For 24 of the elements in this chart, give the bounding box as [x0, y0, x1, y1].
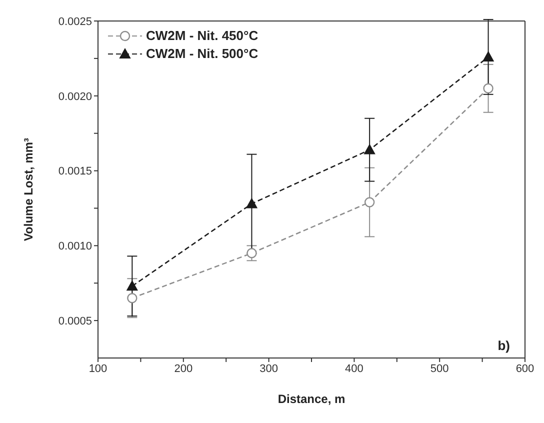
x-tick-label: 600 — [516, 362, 534, 375]
x-tick-label: 100 — [88, 362, 108, 375]
x-tick-label: 300 — [260, 362, 278, 375]
legend-label: CW2M - Nit. 450°C — [146, 28, 258, 43]
y-tick-label: 0.0015 — [58, 166, 92, 178]
legend-label: CW2M - Nit. 500°C — [146, 46, 258, 61]
y-tick-label: 0.0025 — [58, 16, 92, 28]
x-tick-label: 400 — [345, 362, 364, 375]
y-axis-title: Volume Lost, mm³ — [21, 138, 36, 242]
point — [483, 83, 494, 94]
point — [364, 197, 375, 208]
x-tick-label: 500 — [430, 362, 449, 375]
y-tick-label: 0.0020 — [58, 90, 92, 103]
point — [126, 280, 138, 291]
point — [127, 292, 138, 304]
y-tick-label: 0.0010 — [58, 240, 92, 253]
point — [246, 248, 257, 258]
x-tick-label: 200 — [174, 362, 193, 375]
y-tick-label: 0.0005 — [58, 315, 92, 328]
point — [482, 51, 494, 62]
annotation: b) — [498, 338, 510, 353]
point — [246, 198, 258, 208]
x-axis-title: Distance, m — [278, 392, 346, 406]
point — [364, 144, 376, 154]
